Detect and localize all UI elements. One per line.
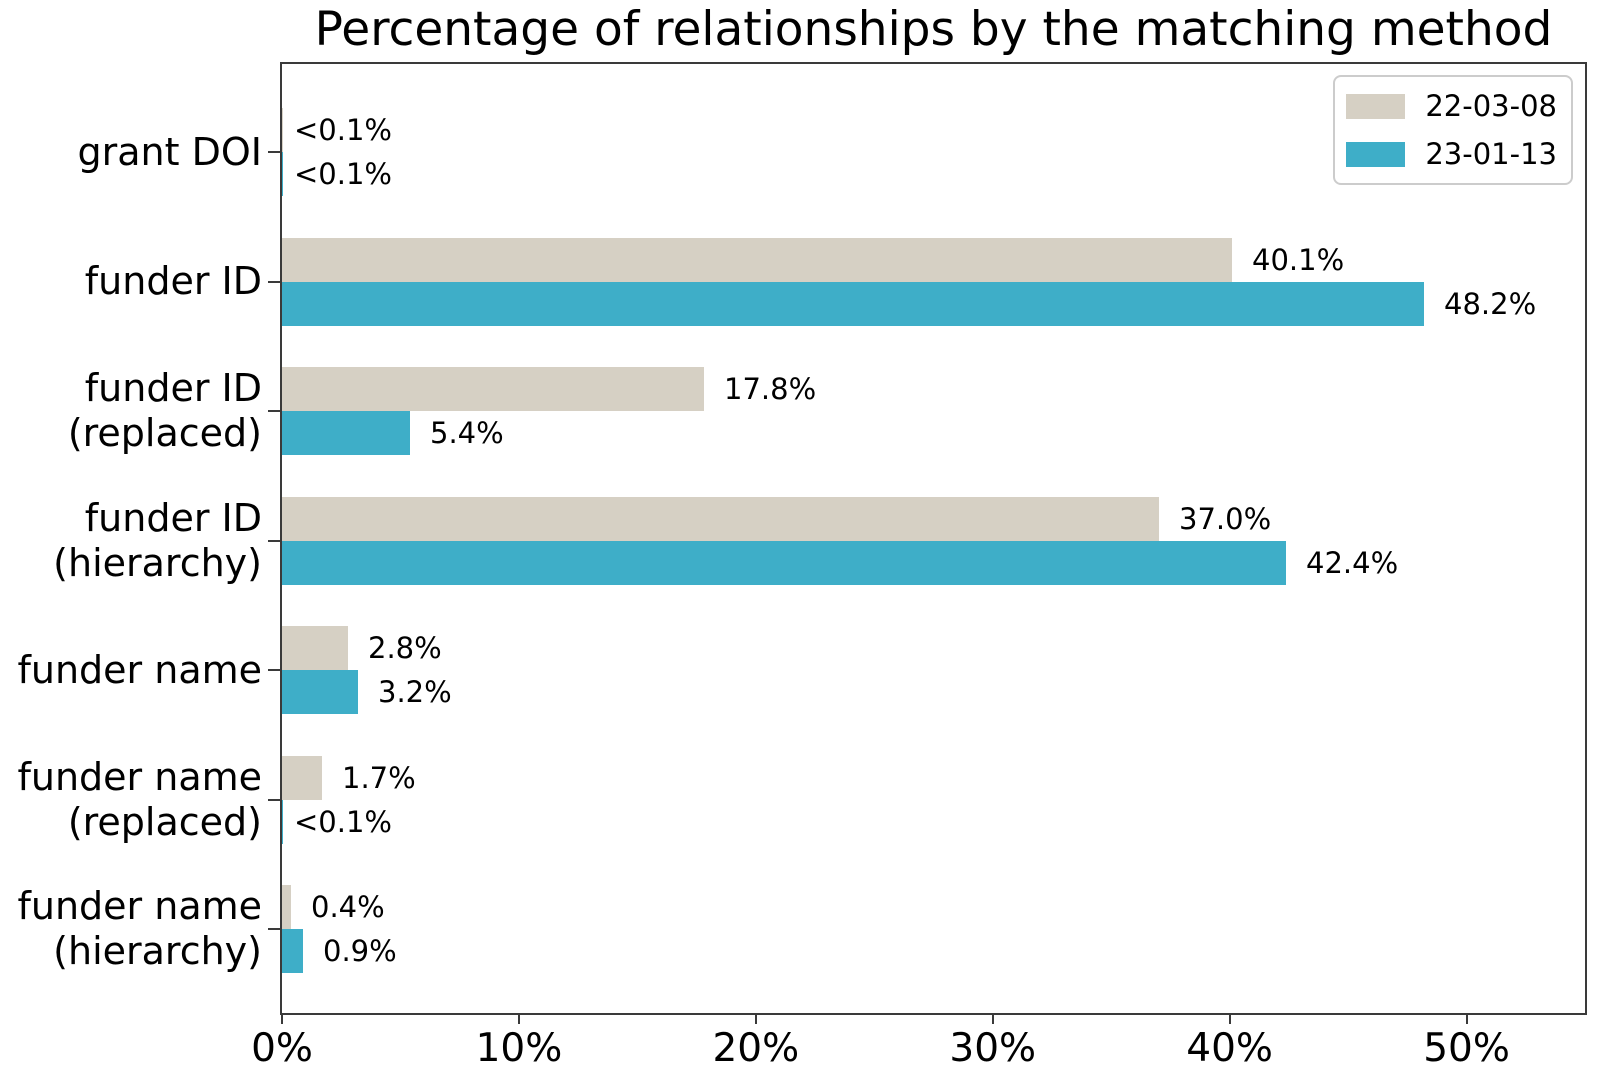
y-tick-label-4: funder name: [0, 648, 262, 693]
legend: 22-03-08 23-01-13: [1333, 75, 1573, 185]
y-tick-mark-3: [268, 539, 280, 542]
bar-23-01-13-2: [282, 411, 410, 455]
y-tick-mark-6: [268, 928, 280, 930]
value-label-23-01-13-2: 5.4%: [430, 416, 504, 450]
bar-23-01-13-0: [282, 152, 283, 196]
bar-22-03-08-2: [282, 367, 704, 411]
x-tick-mark-2: [754, 1013, 757, 1024]
x-tick-label-1: 10%: [475, 1026, 563, 1071]
y-tick-label-line: (hierarchy): [53, 929, 262, 973]
y-tick-label-line: funder ID: [84, 259, 262, 303]
y-tick-mark-4: [268, 669, 280, 671]
x-tick-mark-4: [1228, 1013, 1231, 1024]
y-tick-mark-2: [268, 410, 280, 412]
value-label-22-03-08-6: 0.4%: [311, 890, 385, 924]
bar-23-01-13-1: [282, 281, 1424, 326]
bar-23-01-13-5: [282, 799, 283, 844]
legend-label-22-03-08: 22-03-08: [1425, 89, 1557, 123]
x-tick-mark-0: [281, 1013, 283, 1024]
value-label-22-03-08-5: 1.7%: [342, 760, 416, 795]
y-tick-label-line: funder ID: [84, 495, 262, 540]
value-label-22-03-08-2: 17.8%: [724, 372, 817, 406]
bar-22-03-08-1: [282, 237, 1232, 282]
x-tick-label-0: 0%: [251, 1026, 313, 1071]
y-tick-label-line: (hierarchy): [53, 540, 262, 585]
bar-22-03-08-6: [282, 885, 291, 929]
value-label-22-03-08-3: 37.0%: [1179, 501, 1272, 536]
value-label-22-03-08-0: <0.1%: [294, 113, 392, 147]
value-label-23-01-13-0: <0.1%: [294, 157, 392, 191]
bar-22-03-08-4: [282, 626, 348, 670]
y-tick-label-line: funder ID: [84, 366, 262, 410]
x-tick-label-4: 40%: [1186, 1026, 1273, 1071]
bar-22-03-08-3: [282, 496, 1159, 541]
x-tick-mark-1: [517, 1013, 520, 1024]
y-tick-label-6: funder name (hierarchy): [0, 884, 262, 974]
legend-item-23-01-13: 23-01-13: [1346, 137, 1557, 171]
value-label-23-01-13-4: 3.2%: [378, 675, 452, 709]
value-label-23-01-13-5: <0.1%: [294, 804, 392, 839]
y-tick-mark-5: [268, 798, 280, 801]
y-tick-label-line: funder name: [17, 884, 262, 928]
x-tick-label-3: 30%: [949, 1026, 1037, 1071]
plot-area: 22-03-08 23-01-13 <0.1% 40.1% 17.8% 37.0% 2.…: [280, 62, 1587, 1015]
x-tick-mark-3: [991, 1013, 994, 1024]
y-tick-label-line: (replaced): [67, 411, 262, 455]
x-tick-label-5: 50%: [1423, 1026, 1510, 1071]
legend-label-23-01-13: 23-01-13: [1425, 137, 1557, 171]
value-label-22-03-08-4: 2.8%: [368, 631, 442, 665]
legend-swatch-23-01-13: [1346, 141, 1405, 167]
y-tick-label-line: funder name: [17, 754, 262, 799]
value-label-22-03-08-1: 40.1%: [1252, 242, 1345, 277]
bar-23-01-13-6: [282, 929, 303, 973]
y-tick-mark-1: [268, 280, 280, 283]
chart-title: Percentage of relationships by the match…: [314, 2, 1553, 57]
value-label-23-01-13-1: 48.2%: [1444, 286, 1537, 321]
y-tick-label-line: grant DOI: [77, 129, 262, 174]
y-tick-mark-0: [268, 151, 280, 153]
value-label-23-01-13-6: 0.9%: [323, 934, 397, 968]
x-tick-mark-5: [1465, 1013, 1468, 1024]
bar-22-03-08-5: [282, 755, 322, 800]
bar-22-03-08-0: [282, 108, 283, 152]
legend-swatch-22-03-08: [1346, 93, 1405, 119]
y-tick-label-5: funder name (replaced): [0, 755, 262, 845]
y-tick-label-line: funder name: [17, 647, 262, 692]
value-label-23-01-13-3: 42.4%: [1306, 545, 1399, 580]
bar-23-01-13-3: [282, 540, 1286, 585]
y-tick-label-0: grant DOI: [0, 130, 262, 175]
x-tick-label-2: 20%: [712, 1026, 800, 1071]
y-tick-label-1: funder ID: [0, 259, 262, 304]
bar-23-01-13-4: [282, 670, 358, 714]
y-tick-label-line: (replaced): [67, 799, 262, 844]
legend-item-22-03-08: 22-03-08: [1346, 89, 1557, 123]
y-tick-label-3: funder ID (hierarchy): [0, 496, 262, 586]
y-tick-label-2: funder ID (replaced): [0, 366, 262, 456]
